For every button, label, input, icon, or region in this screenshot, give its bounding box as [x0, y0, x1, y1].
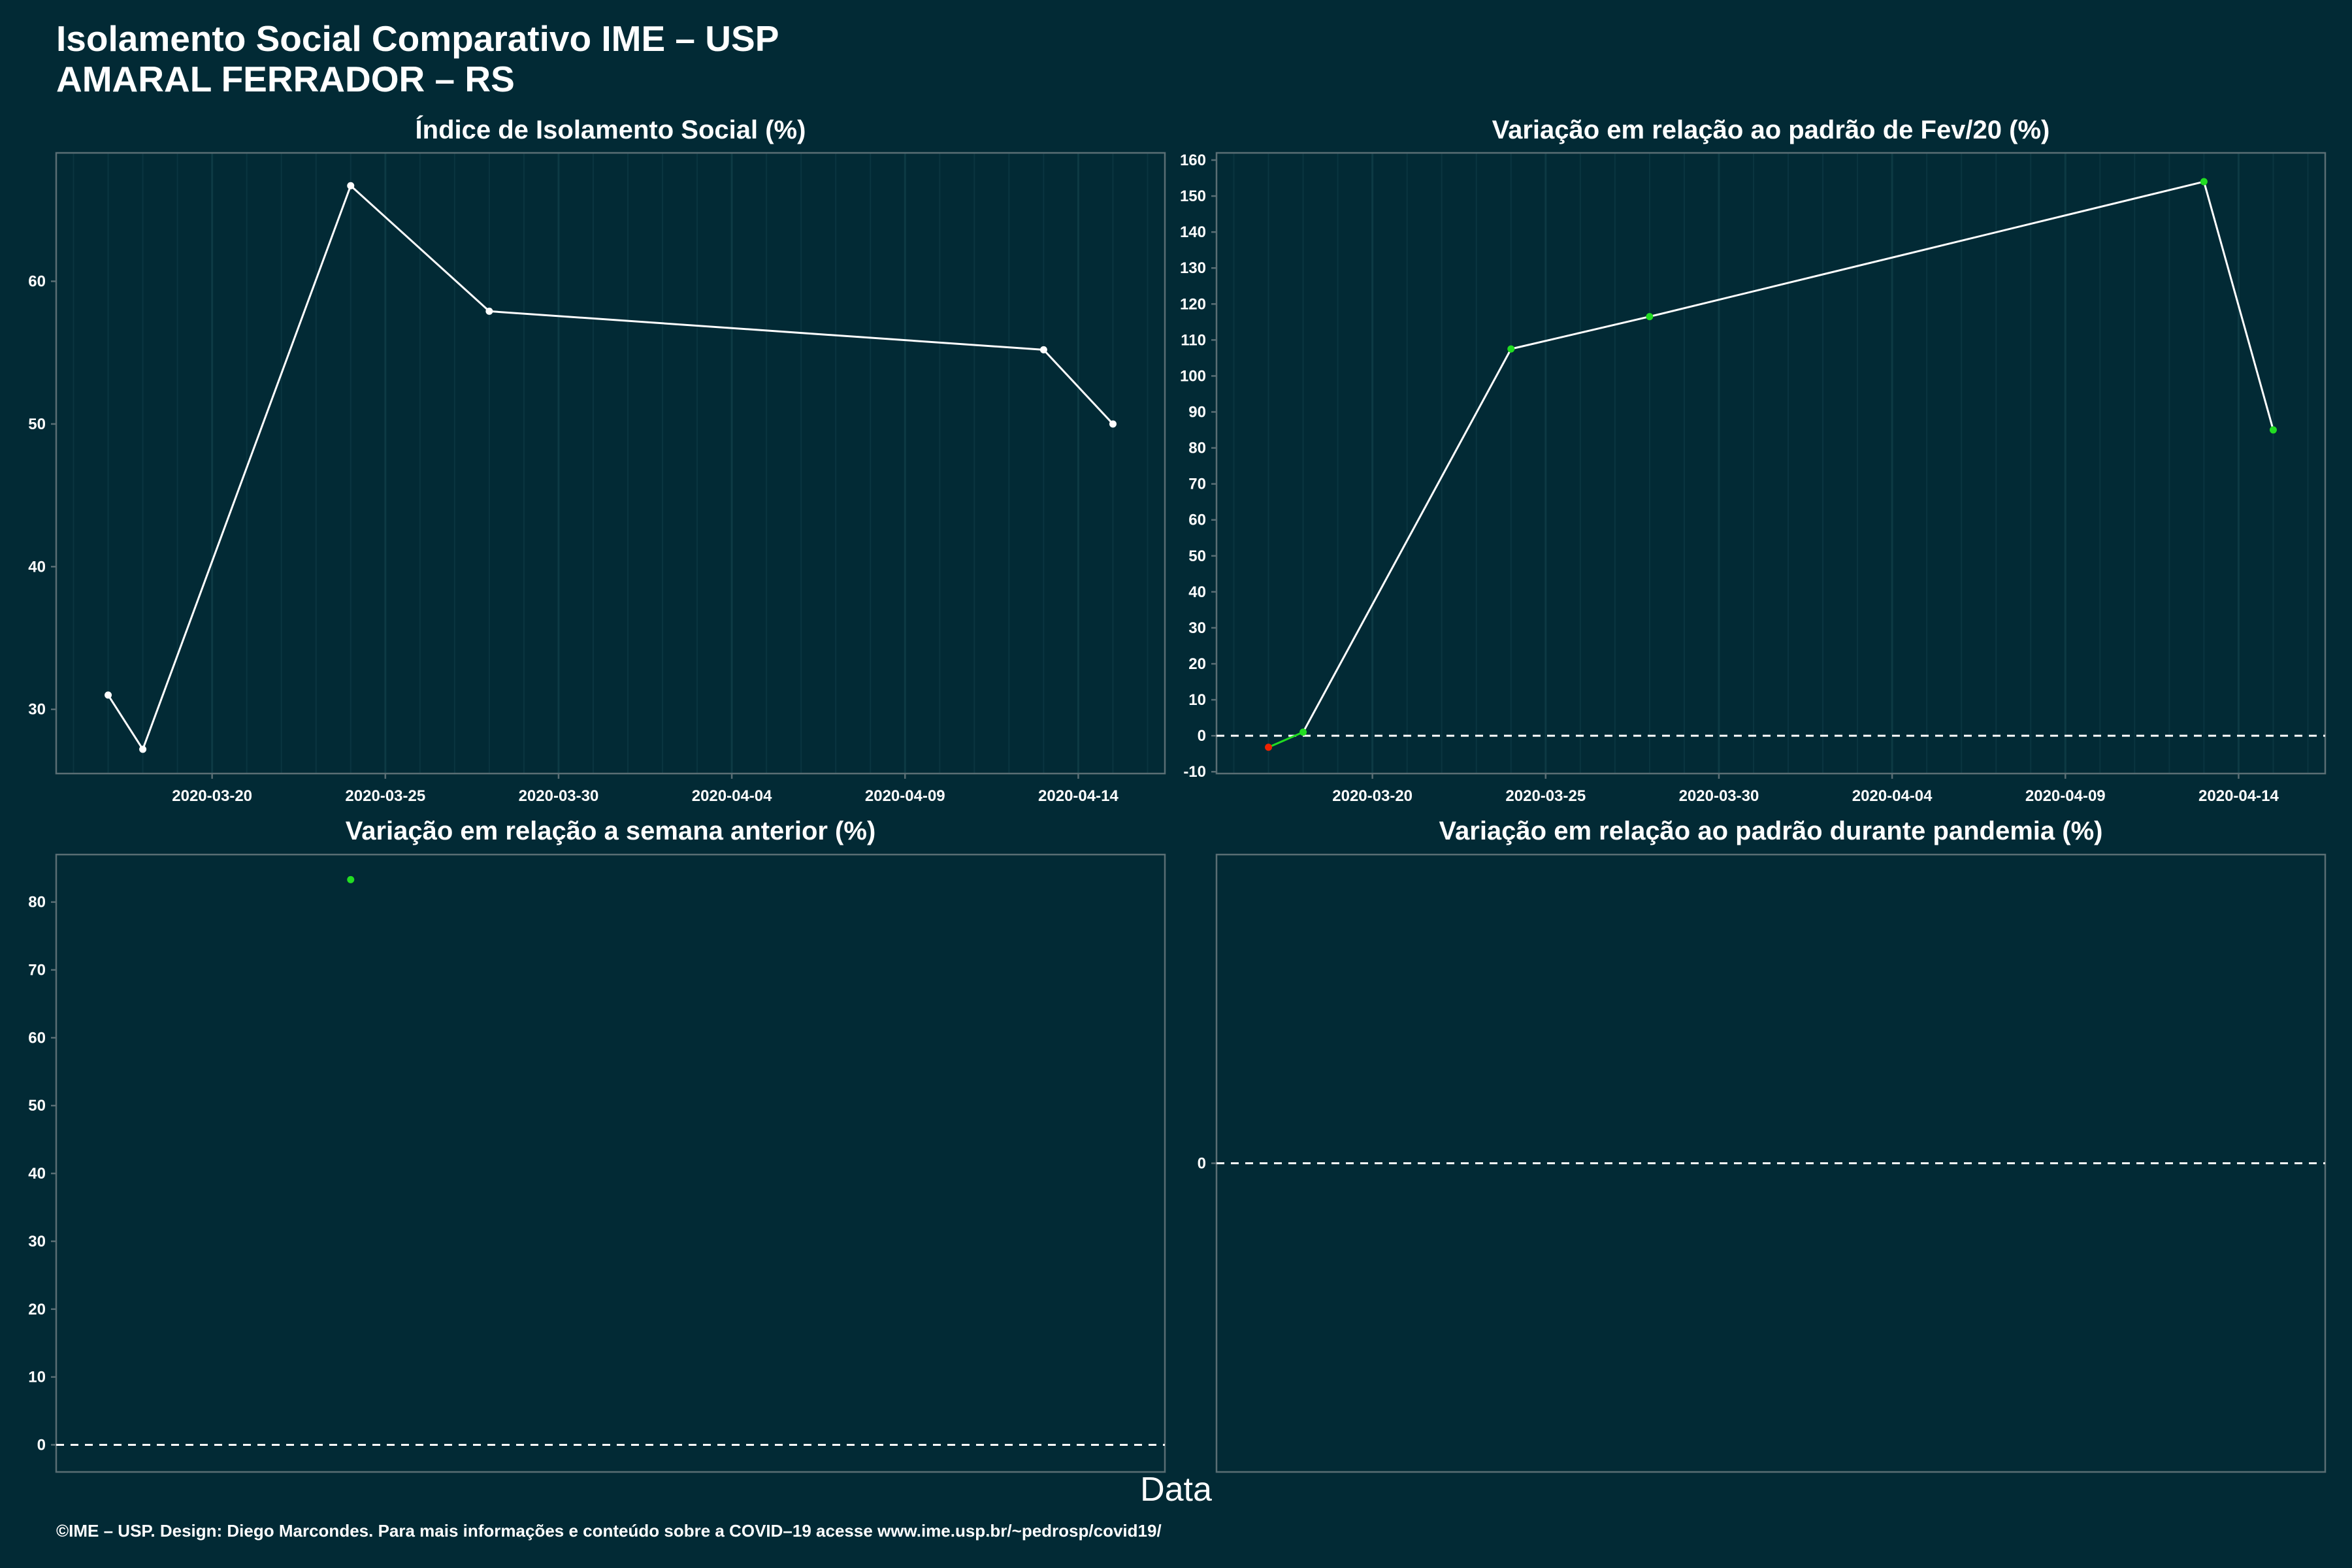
- y-tick-label: 110: [1181, 331, 1206, 349]
- y-tick-label: -10: [1183, 763, 1206, 781]
- y-tick-label: 50: [28, 416, 46, 433]
- footer-credits: ©IME – USP. Design: Diego Marcondes. Par…: [56, 1521, 1162, 1541]
- y-tick-label: 140: [1180, 223, 1206, 241]
- y-tick-label: 40: [28, 558, 46, 576]
- x-tick-label: 2020-03-25: [345, 787, 425, 805]
- x-tick-label: 2020-03-30: [1679, 787, 1759, 805]
- y-tick-label: 50: [1188, 547, 1206, 565]
- panel3-chart: 0 10 20 30 40 50 60 70 80: [28, 853, 1166, 1473]
- y-tick-label: 90: [1188, 404, 1206, 421]
- x-tick-label: 2020-04-09: [865, 787, 945, 805]
- series-segment: [1511, 316, 1650, 350]
- data-point: [1299, 728, 1307, 736]
- y-tick-label: 70: [28, 962, 46, 979]
- series-segment: [142, 185, 352, 750]
- y-tick-label: 60: [1188, 512, 1206, 529]
- data-point: [1109, 420, 1117, 428]
- panel2-chart: -10 0 10 20 30 40 50 60 70 80 90 100 110 120 130 140 150…: [1180, 152, 2327, 805]
- y-tick-label: 50: [28, 1097, 46, 1115]
- panel4-title: Variação em relação ao padrão durante pa…: [1439, 817, 2103, 845]
- y-tick-label: 30: [28, 701, 46, 719]
- data-point: [347, 875, 355, 883]
- x-tick-label: 2020-03-25: [1505, 787, 1586, 805]
- series-segment: [350, 185, 490, 312]
- plot-frame: [1215, 853, 2327, 1473]
- series-segment: [489, 310, 1044, 351]
- page-subtitle: AMARAL FERRADOR – RS: [56, 59, 515, 99]
- y-tick-label: 60: [28, 273, 46, 291]
- data-point: [485, 307, 493, 315]
- data-point: [347, 182, 355, 189]
- series-segment: [1649, 180, 2204, 318]
- y-tick-label: 60: [28, 1029, 46, 1047]
- y-tick-label: 20: [1188, 655, 1206, 673]
- y-tick-label: 130: [1180, 259, 1206, 277]
- data-point: [1265, 743, 1273, 751]
- x-tick-label: 2020-03-20: [1332, 787, 1413, 805]
- data-point: [1646, 313, 1654, 321]
- data-point: [2200, 178, 2208, 186]
- series-segment: [107, 694, 144, 750]
- series-segment: [1043, 349, 1114, 425]
- y-tick-label: 10: [1188, 691, 1206, 709]
- plot-frame: [55, 152, 1166, 775]
- data-point: [105, 691, 112, 699]
- page-title: Isolamento Social Comparativo IME – USP: [56, 18, 779, 59]
- panel3-title: Variação em relação a semana anterior (%…: [345, 817, 876, 845]
- y-tick-label: 80: [1188, 440, 1206, 457]
- x-tick-label: 2020-04-04: [692, 787, 772, 805]
- x-tick-label: 2020-04-04: [1852, 787, 1933, 805]
- x-tick-label: 2020-03-20: [172, 787, 252, 805]
- data-point: [139, 745, 147, 753]
- y-tick-label: 0: [1198, 1155, 1206, 1173]
- y-tick-label: 160: [1180, 152, 1206, 169]
- panel1-title: Índice de Isolamento Social (%): [415, 116, 806, 144]
- y-tick-label: 30: [28, 1233, 46, 1250]
- plot-frame: [1215, 152, 2327, 775]
- plot-frame: [55, 853, 1166, 1473]
- y-tick-label: 0: [37, 1436, 46, 1454]
- series-segment: [2202, 181, 2274, 431]
- y-tick-label: 20: [28, 1301, 46, 1318]
- series-segment: [1267, 731, 1304, 749]
- panel4-chart: 0: [1198, 853, 2327, 1473]
- x-tick-label: 2020-04-14: [1038, 787, 1119, 805]
- panel2-title: Variação em relação ao padrão de Fev/20 …: [1492, 116, 2050, 144]
- x-tick-label: 2020-04-09: [2025, 787, 2106, 805]
- x-tick-label: 2020-04-14: [2198, 787, 2279, 805]
- y-tick-label: 40: [1188, 583, 1206, 601]
- y-tick-label: 30: [1188, 619, 1206, 637]
- y-tick-label: 120: [1180, 295, 1206, 313]
- data-point: [2269, 426, 2277, 434]
- series-segment: [1302, 348, 1512, 733]
- y-tick-label: 10: [28, 1369, 46, 1386]
- y-tick-label: 80: [28, 894, 46, 911]
- y-tick-label: 70: [1188, 476, 1206, 493]
- y-tick-label: 40: [28, 1165, 46, 1183]
- data-point: [1039, 346, 1047, 353]
- y-tick-label: 0: [1198, 727, 1206, 745]
- x-tick-label: 2020-03-30: [519, 787, 599, 805]
- y-tick-label: 100: [1180, 367, 1206, 385]
- data-point: [1507, 345, 1515, 353]
- x-axis-title: Data: [1140, 1471, 1212, 1509]
- y-tick-label: 150: [1180, 188, 1206, 205]
- panel1-chart: 30 40 50 60 2020-03-20 2020-03-25 2020-03-30 20…: [28, 152, 1166, 805]
